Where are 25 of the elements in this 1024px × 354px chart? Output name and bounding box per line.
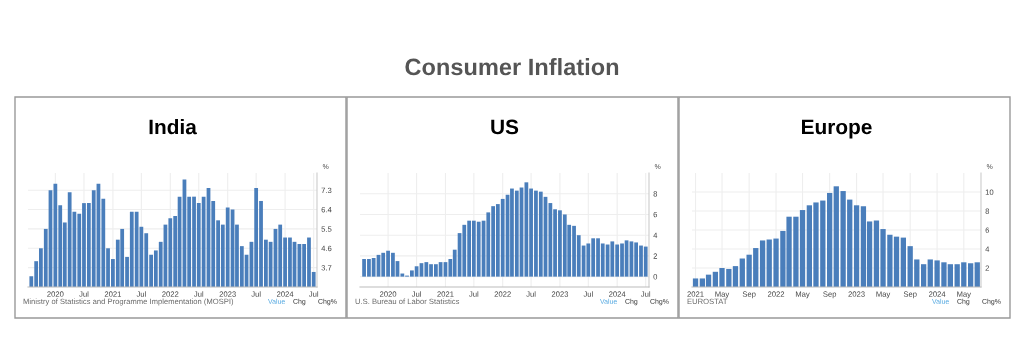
bar [524, 182, 529, 277]
bar [967, 263, 974, 287]
bar [634, 242, 639, 277]
bar [424, 262, 429, 277]
bar [732, 266, 739, 287]
bar [900, 237, 906, 287]
bar [500, 198, 505, 277]
bar [371, 257, 376, 277]
text: Consumer Inflation [405, 58, 619, 76]
bar [381, 252, 386, 277]
bar [920, 264, 927, 287]
chart-title: India [149, 119, 197, 135]
bar [610, 241, 615, 277]
chart-title: Europe [802, 119, 872, 139]
bar [538, 191, 543, 277]
bar [462, 224, 467, 277]
bar [476, 221, 481, 277]
bar [827, 192, 833, 287]
bar [643, 246, 648, 277]
bar [759, 240, 766, 287]
bar [853, 205, 860, 287]
bar [514, 190, 519, 277]
chart-title: US [491, 119, 519, 135]
bar [974, 262, 980, 287]
bar [562, 214, 567, 277]
